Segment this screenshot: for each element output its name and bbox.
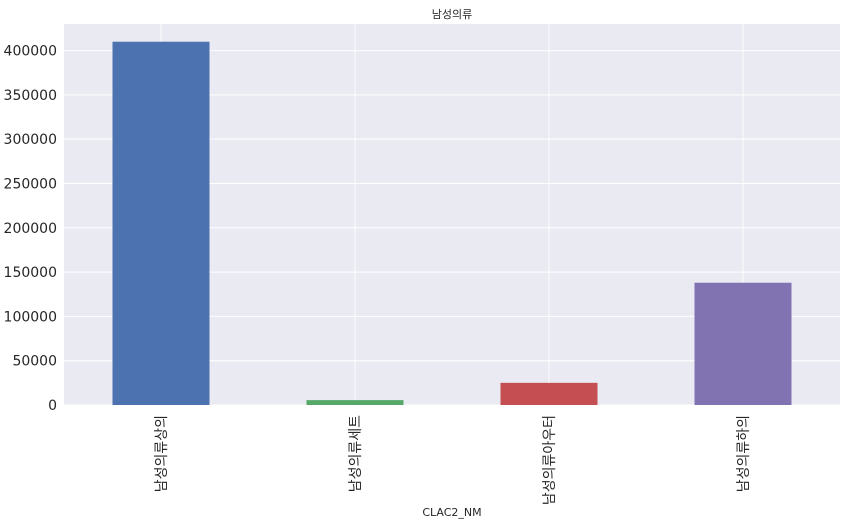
- bar: [694, 282, 792, 405]
- chart-title: 남성의류: [432, 8, 472, 21]
- x-tick-label: 남성의류상의: [154, 415, 170, 492]
- x-tick-label: 남성의류세트: [348, 415, 364, 492]
- x-axis-label: CLAC2_NM: [422, 506, 481, 519]
- bar: [112, 41, 210, 405]
- y-axis-ticks: 0 50000 100000 150000 200000 250000 300000 3500…: [4, 44, 57, 414]
- y-tick-label: 150000: [4, 265, 57, 281]
- y-tick-label: 200000: [4, 221, 57, 237]
- y-tick-label: 50000: [12, 354, 57, 370]
- y-tick-label: 100000: [4, 309, 57, 325]
- y-tick-label: 400000: [4, 44, 57, 60]
- bar: [306, 400, 404, 405]
- bar: [500, 382, 598, 405]
- y-tick-label: 250000: [4, 176, 57, 192]
- y-tick-label: 300000: [4, 132, 57, 148]
- bars: [112, 41, 792, 405]
- x-tick-label: 남성의류하의: [736, 415, 752, 492]
- x-axis-ticks: 남성의류상의 남성의류세트 남성의류아우터 남성의류하의: [154, 415, 752, 505]
- x-tick-label: 남성의류아우터: [542, 415, 558, 505]
- y-tick-label: 0: [48, 398, 57, 414]
- y-tick-label: 350000: [4, 88, 57, 104]
